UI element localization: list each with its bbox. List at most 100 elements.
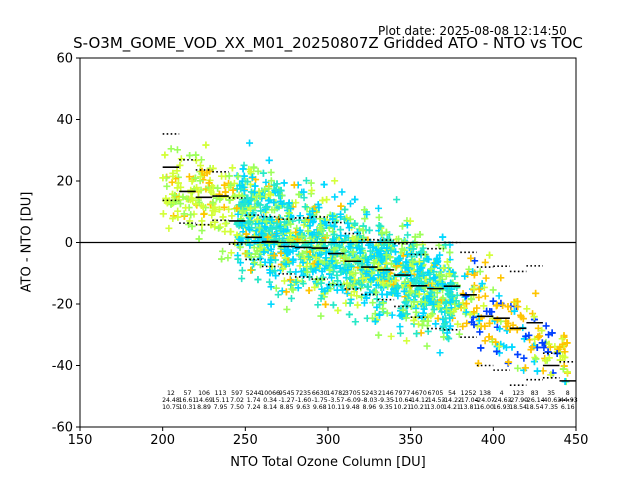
scatter-point	[174, 213, 182, 221]
scatter-point	[365, 226, 373, 234]
scatter-point	[251, 188, 259, 196]
scatter-point	[344, 219, 352, 227]
scatter-point	[436, 251, 444, 259]
scatter-point	[329, 280, 337, 288]
bin-annotation-stds: 16.93	[493, 404, 511, 411]
scatter-point	[301, 203, 309, 211]
scatter-point	[440, 324, 448, 332]
scatter-point	[533, 367, 541, 375]
scatter-point	[236, 243, 244, 251]
scatter-point	[220, 203, 228, 211]
scatter-point	[359, 275, 367, 283]
bin-annotation-counts: 7235	[295, 390, 311, 397]
scatter-point	[441, 320, 449, 328]
scatter-point	[275, 192, 283, 200]
scatter-point	[240, 172, 248, 180]
scatter-point	[425, 255, 433, 263]
scatter-point	[346, 200, 354, 208]
scatter-point	[340, 253, 348, 261]
scatter-point	[360, 299, 368, 307]
scatter-point	[403, 221, 411, 229]
scatter-point	[209, 207, 217, 215]
scatter-point	[375, 311, 383, 319]
scatter-point	[251, 182, 259, 190]
scatter-point	[445, 325, 453, 333]
scatter-point	[319, 196, 327, 204]
scatter-point	[234, 255, 242, 263]
scatter-point	[366, 247, 374, 255]
scatter-point	[174, 179, 182, 187]
scatter-point	[383, 244, 391, 252]
scatter-point	[278, 287, 286, 295]
scatter-point	[514, 351, 522, 358]
scatter-point	[475, 317, 483, 325]
scatter-point	[301, 254, 309, 262]
scatter-point	[209, 164, 217, 172]
bin-annotation-counts: 8	[566, 390, 570, 397]
scatter-point	[239, 165, 247, 173]
scatter-point	[442, 299, 450, 307]
scatter-point	[163, 182, 171, 190]
scatter-point	[176, 200, 184, 208]
scatter-point	[193, 184, 201, 192]
scatter-point	[492, 338, 500, 346]
scatter-point	[195, 235, 203, 243]
scatter-point	[221, 220, 229, 228]
scatter-point	[267, 217, 275, 225]
scatter-point	[308, 231, 316, 239]
scatter-point	[497, 317, 505, 325]
x-tick-label: 450	[564, 433, 589, 448]
scatter-point	[331, 193, 339, 201]
scatter-point	[346, 299, 354, 307]
scatter-point	[185, 173, 193, 181]
scatter-point	[285, 199, 293, 207]
scatter-point	[306, 222, 314, 230]
scatter-point	[216, 223, 224, 231]
scatter-point	[296, 262, 304, 270]
scatter-point	[439, 233, 447, 241]
scatter-point	[275, 235, 283, 243]
scatter-point	[544, 348, 552, 356]
scatter-point	[444, 291, 452, 299]
scatter-point	[406, 217, 414, 225]
scatter-point	[182, 204, 190, 212]
scatter-point	[514, 364, 522, 372]
bin-annotation-means: 24.48	[162, 397, 180, 404]
scatter-point	[321, 265, 329, 273]
scatter-point	[463, 319, 471, 327]
scatter-point	[411, 233, 419, 241]
scatter-point	[559, 365, 567, 373]
bin-annotation-counts: 7977	[395, 390, 411, 397]
scatter-point	[485, 333, 493, 341]
scatter-point	[289, 286, 297, 294]
scatter-point	[254, 237, 262, 245]
scatter-point	[169, 169, 177, 177]
scatter-point	[288, 285, 296, 293]
scatter-point	[218, 172, 226, 180]
scatter-point	[246, 212, 254, 220]
bin-annotation-counts: 1252	[461, 390, 477, 397]
bin-annotation-counts: 12	[167, 390, 175, 397]
scatter-point	[403, 251, 411, 259]
scatter-point	[481, 337, 489, 345]
scatter-point	[303, 268, 311, 276]
scatter-point	[162, 195, 170, 203]
scatter-point	[221, 188, 229, 196]
scatter-point	[226, 228, 234, 236]
scatter-point	[358, 281, 366, 289]
scatter-point	[359, 235, 367, 243]
scatter-point	[314, 301, 322, 309]
scatter-point	[530, 342, 538, 350]
scatter-point	[254, 167, 262, 175]
scatter-point	[415, 290, 423, 298]
scatter-point	[356, 249, 364, 257]
bin-annotation-means: -24.63	[492, 397, 512, 404]
scatter-point	[471, 257, 479, 265]
bin-annotation-stds: 7.95	[214, 404, 228, 411]
scatter-point	[277, 249, 285, 257]
scatter-point	[261, 258, 269, 266]
scatter-point	[481, 292, 489, 300]
scatter-point	[292, 278, 300, 286]
scatter-point	[346, 215, 354, 223]
scatter-point	[521, 364, 529, 372]
